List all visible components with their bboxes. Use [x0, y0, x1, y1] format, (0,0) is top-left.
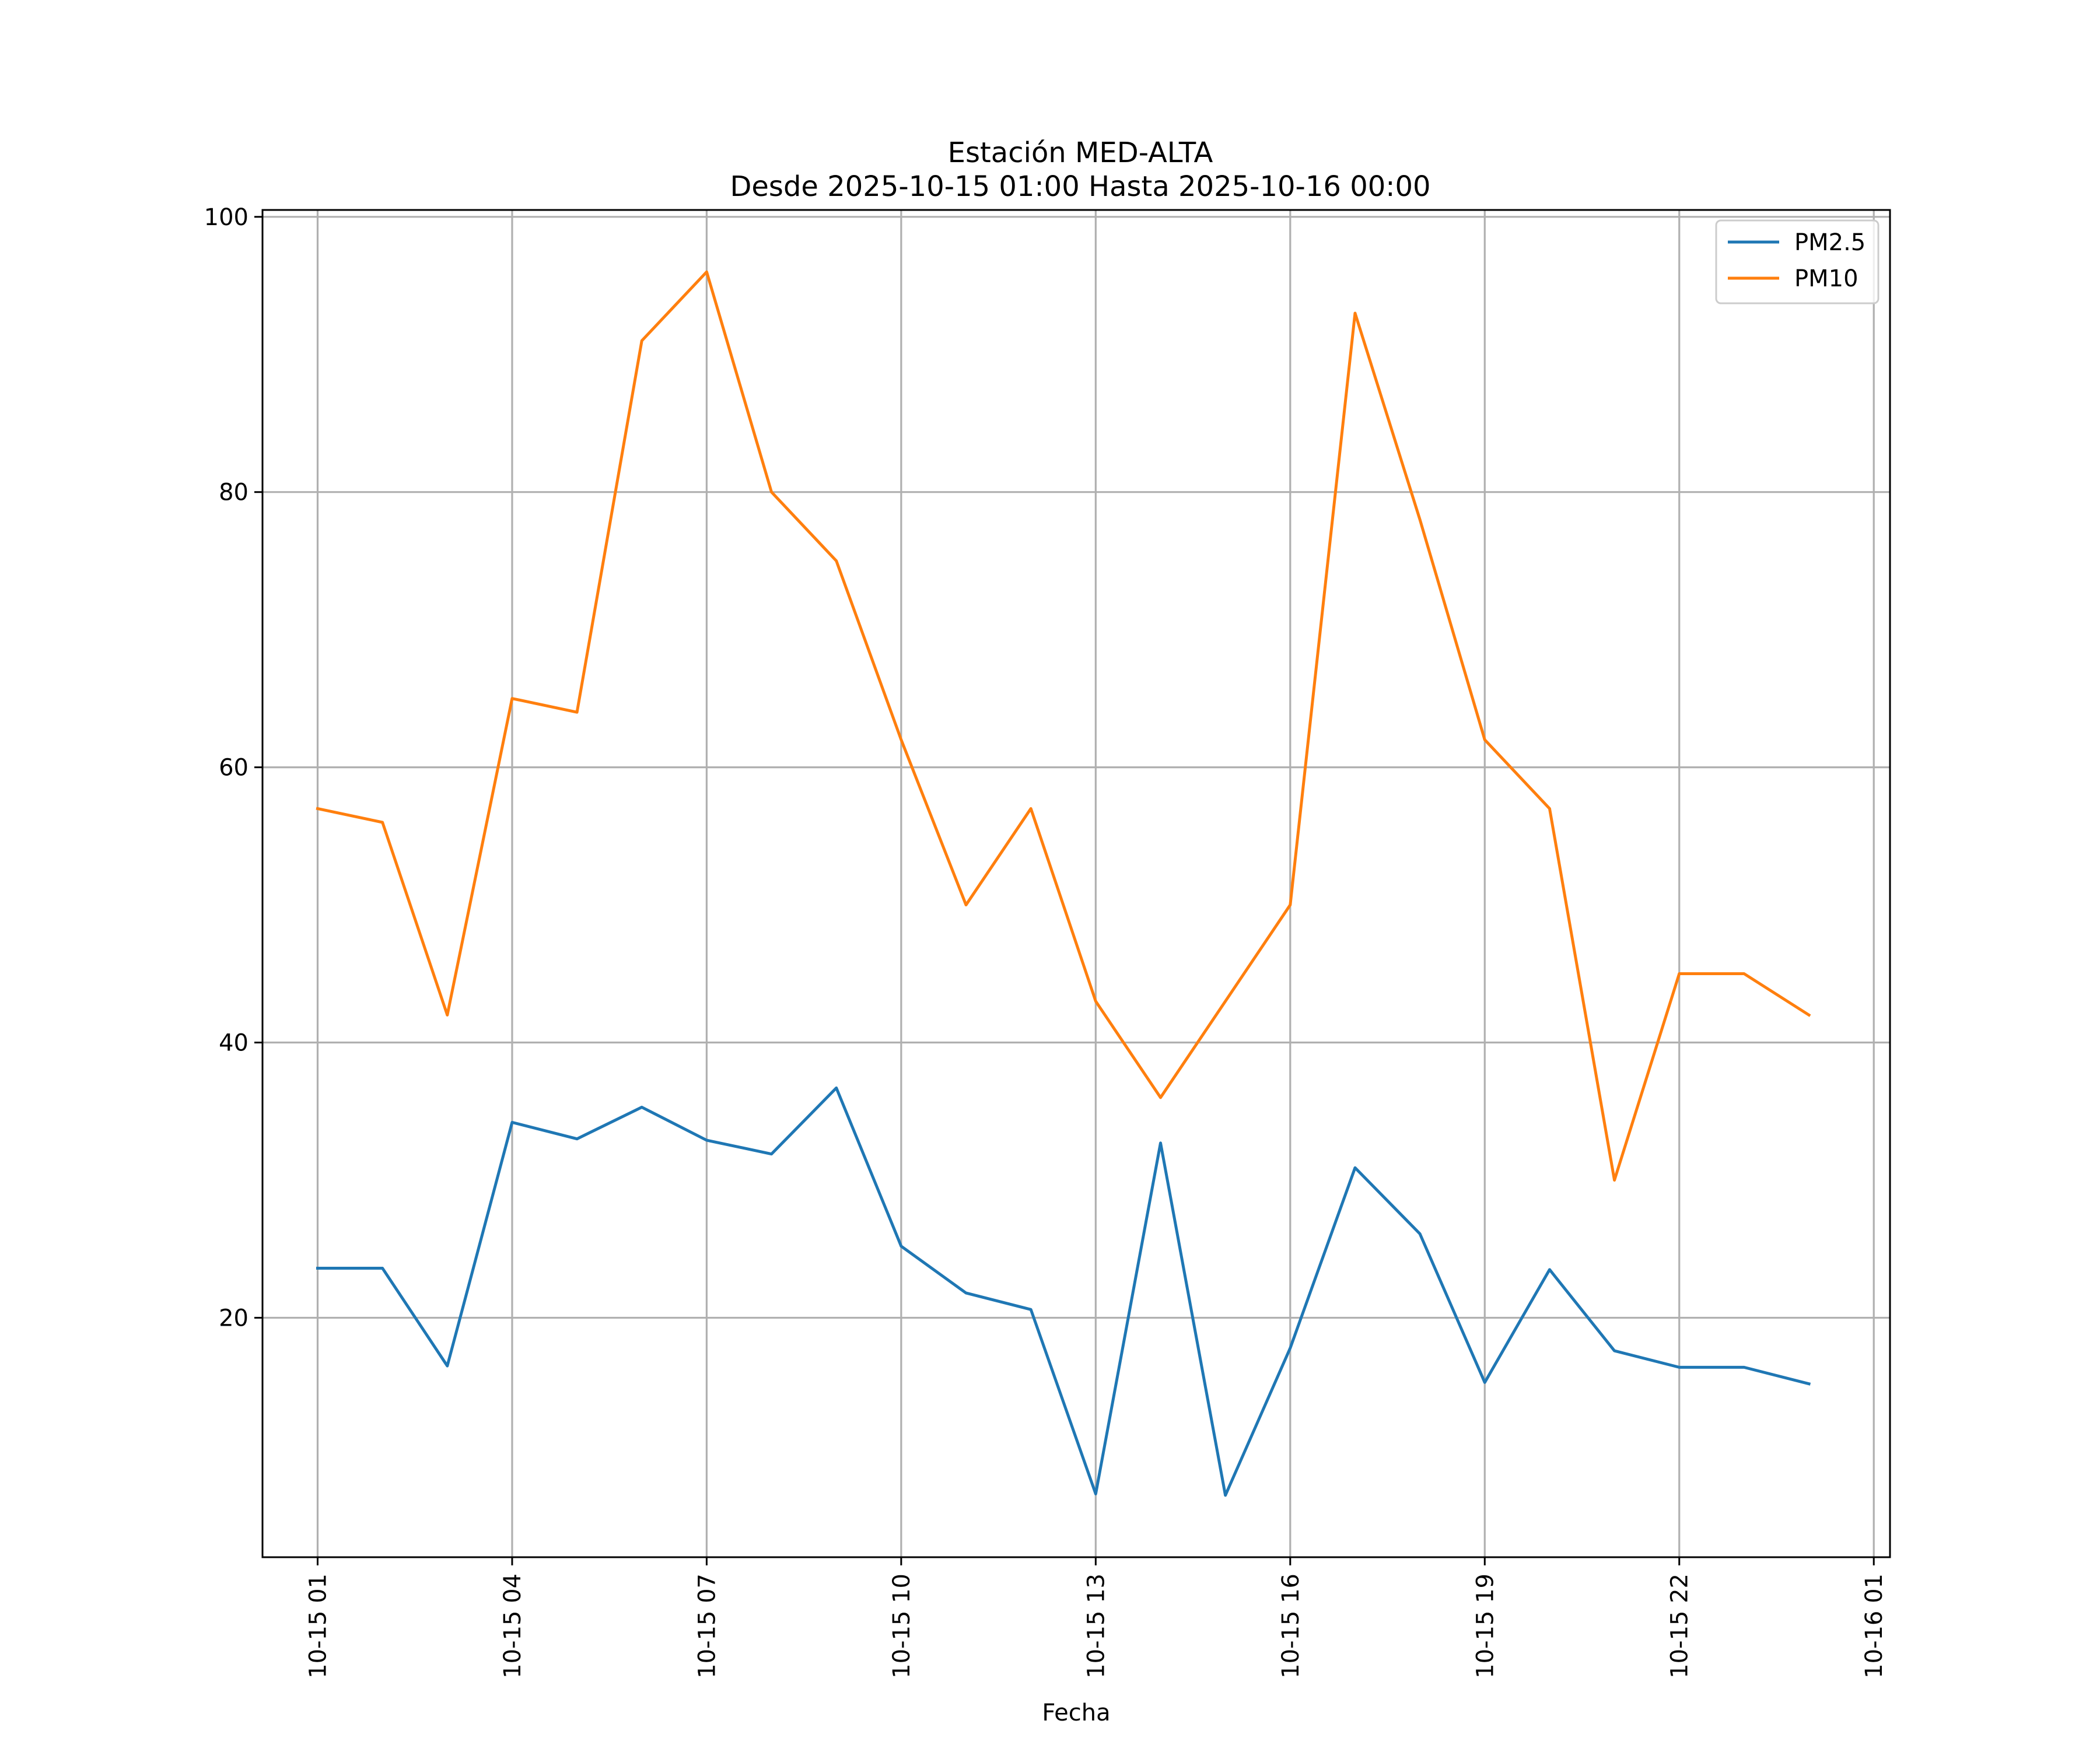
x-tick-label: 10-15 07 [694, 1574, 720, 1679]
y-tick-label: 20 [219, 1305, 249, 1331]
series-line-pm10 [316, 270, 1811, 1182]
legend-label-pm10: PM10 [1794, 265, 1859, 292]
chart-title-line1: Estación MED-ALTA [948, 136, 1213, 169]
series-lines [316, 270, 1811, 1497]
x-tick-label: 10-15 01 [304, 1574, 331, 1679]
series-line-pm25 [316, 1086, 1811, 1497]
y-tick-label: 60 [219, 755, 249, 782]
x-tick-label: 10-15 16 [1278, 1574, 1304, 1679]
grid [262, 210, 1890, 1557]
legend-label-pm25: PM2.5 [1794, 229, 1866, 256]
x-tick-label: 10-15 13 [1083, 1574, 1110, 1679]
y-tick-label: 80 [219, 479, 249, 506]
x-tick-label: 10-15 04 [499, 1574, 526, 1679]
plot-frame [261, 209, 1891, 1558]
legend: PM2.5 PM10 [1715, 219, 1880, 304]
x-tick-label: 10-15 22 [1667, 1574, 1693, 1679]
y-tick-label: 100 [204, 204, 249, 231]
x-tick-label: 10-15 19 [1472, 1574, 1499, 1679]
x-tick-label: 10-16 01 [1861, 1574, 1888, 1679]
x-tick-label: 10-15 10 [888, 1574, 915, 1679]
x-axis-label: Fecha [1042, 1700, 1110, 1726]
axis-ticks: 10-15 01 10-15 04 10-15 07 10-15 10 10-15 13… [204, 204, 1888, 1679]
chart-title-line2: Desde 2025-10-15 01:00 Hasta 2025-10-16 … [730, 170, 1430, 203]
y-tick-label: 40 [219, 1030, 249, 1057]
